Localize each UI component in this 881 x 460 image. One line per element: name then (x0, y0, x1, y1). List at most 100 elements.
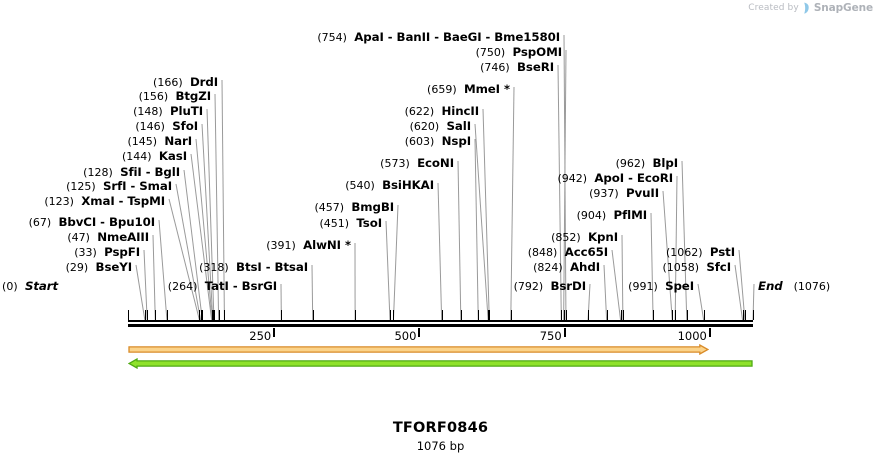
restriction-site-label: (33) PspFI (74, 246, 140, 259)
restriction-site-label: (125) SrfI - SmaI (66, 180, 172, 193)
cut-site-tick (745, 310, 746, 320)
site-position: (0) (2, 280, 18, 293)
orf-forward-arrow[interactable] (128, 344, 709, 355)
site-position: (391) (266, 239, 296, 252)
site-position: (754) (317, 31, 347, 44)
site-position: (540) (345, 179, 375, 192)
site-position: (573) (380, 157, 410, 170)
cut-site-tick (687, 310, 688, 320)
cut-site-tick (355, 310, 356, 320)
feature-arrow-shape (128, 344, 709, 355)
site-position: (750) (475, 46, 506, 59)
enzyme-name: SmaI (139, 179, 172, 193)
site-position: (603) (404, 135, 435, 148)
enzyme-name: KasI (158, 149, 187, 163)
cut-site-tick (607, 310, 608, 320)
enzyme-name: SfcI (706, 260, 731, 274)
cut-site-tick (313, 310, 314, 320)
enzyme-name: BlpI (652, 156, 679, 170)
cut-site-tick (147, 310, 148, 320)
enzyme-name: SpeI (665, 279, 694, 293)
sequence-title: TFORF0846 (392, 420, 489, 436)
restriction-site-label: (156) BtgZI (139, 90, 212, 103)
enzyme-name: NmeAIII (97, 230, 149, 244)
cut-site-tick (155, 310, 156, 320)
star-activity-marker: * (340, 238, 351, 252)
restriction-site-label: (67) BbvCI - Bpu10I (28, 215, 156, 229)
site-position: (824) (533, 261, 563, 274)
restriction-site-label: (264) TatI - BsrGI (168, 280, 277, 293)
restriction-site-label: (937) PvuII (589, 187, 659, 200)
enzyme-separator: - (261, 260, 275, 274)
site-position: (622) (404, 105, 435, 118)
snapgene-brand-label: SnapGene (813, 2, 873, 14)
enzyme-name: EcoRI (636, 171, 673, 185)
cut-site-tick (128, 310, 129, 320)
site-position: (29) (65, 261, 89, 274)
restriction-site-label: (146) SfoI (135, 120, 198, 133)
enzyme-name: PspFI (104, 245, 140, 259)
star-activity-marker: * (499, 82, 510, 96)
restriction-site-label: (659) MmeI * (427, 83, 510, 96)
restriction-site-label: (603) NspI (405, 135, 471, 148)
site-position: (67) (28, 216, 52, 229)
enzyme-name: SalI (446, 119, 472, 133)
site-position: (125) (66, 180, 96, 193)
enzyme-name: BsrDI (550, 279, 586, 293)
site-position: (792) (513, 280, 544, 293)
enzyme-name: Bme1580I (494, 30, 560, 44)
cut-site-tick (623, 310, 624, 320)
restriction-site-label: (750) PspOMI (476, 46, 562, 59)
enzyme-name: BanII (396, 30, 431, 44)
map-footer: TFORF0846 1076 bp (0, 420, 881, 453)
enzyme-name: BsiHKAI (382, 178, 434, 192)
cut-site-tick (145, 310, 146, 320)
enzyme-separator: - (430, 30, 443, 44)
cut-site-tick (219, 310, 220, 320)
enzyme-name: BmgBI (351, 200, 394, 214)
cut-site-tick (214, 310, 215, 320)
cut-site-tick (488, 310, 489, 320)
enzyme-name: PvuII (625, 186, 659, 200)
snapgene-logo-icon (803, 2, 810, 14)
cut-site-tick (224, 310, 225, 320)
cut-site-tick (393, 310, 394, 320)
site-position: (451) (319, 217, 350, 230)
enzyme-name: BaeGI (442, 30, 482, 44)
restriction-site-label: (145) NarI (127, 135, 192, 148)
enzyme-name: XmaI (81, 194, 115, 208)
site-position: (144) (121, 150, 152, 163)
restriction-site-label: (622) HincII (404, 105, 480, 118)
restriction-site-label: (962) BlpI (616, 157, 678, 170)
ruler-line-bottom (128, 324, 753, 327)
site-position: (904) (576, 209, 607, 222)
enzyme-name: NspI (441, 134, 471, 148)
ruler-tick-mark (708, 328, 711, 337)
enzyme-name: TsoI (356, 216, 382, 230)
site-position: (123) (44, 195, 74, 208)
enzyme-separator: - (141, 165, 155, 179)
enzyme-name: SrfI (103, 179, 127, 193)
enzyme-name: PluTI (169, 104, 203, 118)
sequence-length: 1076 bp (416, 439, 465, 453)
cut-site-tick (478, 310, 479, 320)
site-position: (962) (615, 157, 646, 170)
enzyme-name: NarI (164, 134, 192, 148)
restriction-site-label: (166) DrdI (153, 76, 218, 89)
restriction-site-label: (391) AlwNI * (266, 239, 351, 252)
cut-site-tick (588, 310, 589, 320)
enzyme-name: ApaI (354, 30, 384, 44)
enzyme-name: Acc65I (564, 245, 608, 259)
enzyme-separator: - (624, 171, 637, 185)
restriction-site-label: (792) BsrDI (513, 279, 587, 293)
cut-site-tick (202, 310, 203, 320)
restriction-site-label: (746) BseRI (480, 61, 554, 74)
restriction-site-label: (852) KpnI (551, 231, 618, 244)
enzyme-name: TatI (204, 279, 229, 293)
restriction-site-label: (620) SalI (410, 119, 472, 133)
ruler-tick-mark (273, 328, 276, 337)
enzyme-name: Bpu10I (108, 215, 155, 229)
orf-reverse-arrow[interactable] (128, 358, 753, 369)
site-position: (1058) (662, 261, 700, 274)
ruler-tick-label: 500 (394, 329, 417, 343)
